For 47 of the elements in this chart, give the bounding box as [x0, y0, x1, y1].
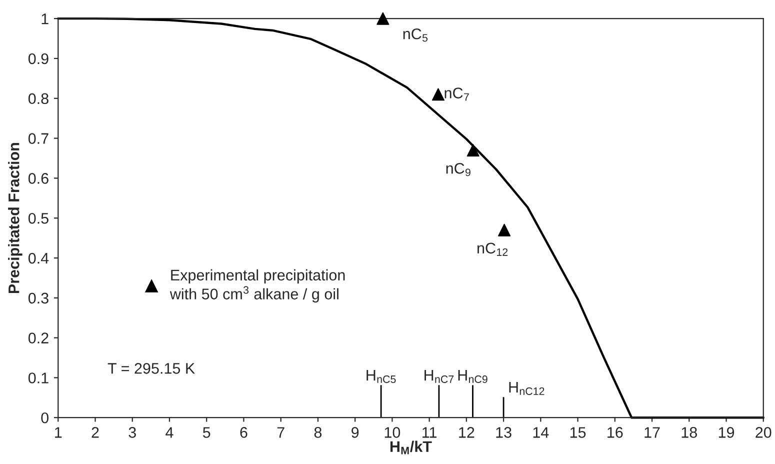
annotation: nC$_{9}$	[446, 162, 470, 176]
x-tick-label: 13	[496, 427, 512, 438]
legend-label: Experimental precipitation with 50 cm$^{3}$ alkane / g oil	[170, 269, 345, 302]
x-tick-label: 14	[533, 427, 549, 438]
y-axis-title: Precipitated Fraction	[8, 143, 22, 294]
x-tick-label: 18	[682, 427, 697, 438]
x-tick-label: 11	[422, 427, 436, 438]
annotation: nC$_{7}$	[444, 88, 469, 101]
annotation: nC$_{5}$	[403, 28, 428, 42]
x-tick-label: 2	[92, 427, 99, 438]
ref-line-label: H$_{nC5}$	[366, 370, 396, 384]
x-tick-label: 12	[459, 427, 474, 438]
x-tick-label: 3	[128, 427, 136, 438]
x-tick-label: 16	[608, 427, 623, 438]
point	[432, 88, 444, 101]
x-axis-title: H$_{M}$/kT	[390, 440, 432, 454]
y-tick-label: 0.5	[28, 212, 48, 224]
x-tick-label: 1	[55, 427, 62, 438]
x-tick-label: 20	[756, 427, 772, 438]
point	[498, 224, 511, 236]
x-tick-label: 10	[384, 427, 400, 438]
y-tick-label: 0.9	[28, 53, 48, 64]
annotation: nC$_{12}$	[478, 242, 508, 256]
ref-line-label: H$_{nC12}$	[509, 382, 544, 395]
x-tick-label: 7	[277, 427, 284, 438]
y-tick-label: 0.6	[28, 173, 48, 184]
y-tick-label: 1	[42, 14, 48, 24]
point	[466, 144, 480, 157]
ref-line-label: H$_{nC9}$	[458, 370, 488, 384]
y-tick-label: 0	[41, 412, 48, 424]
x-tick-label: 4	[166, 427, 174, 438]
y-tick-label: 0.7	[28, 133, 48, 144]
point	[376, 12, 390, 25]
ref-line-label: H$_{nC7}$	[424, 370, 454, 384]
x-tick-label: 15	[570, 427, 586, 438]
y-tick-label: 0.4	[28, 252, 49, 264]
y-tick-label: 0.8	[28, 93, 48, 104]
x-tick-label: 9	[352, 427, 359, 438]
y-tick-label: 0.1	[28, 372, 48, 384]
y-tick-label: 0.3	[28, 292, 48, 304]
x-tick-label: 17	[644, 427, 660, 438]
x-tick-label: 6	[240, 427, 248, 438]
x-tick-label: 8	[314, 427, 322, 438]
y-tick-label: 0.2	[28, 332, 48, 344]
x-tick-label: 5	[202, 427, 210, 438]
annotation: T = 295.15 K	[108, 363, 195, 374]
x-tick-label: 19	[718, 427, 734, 438]
